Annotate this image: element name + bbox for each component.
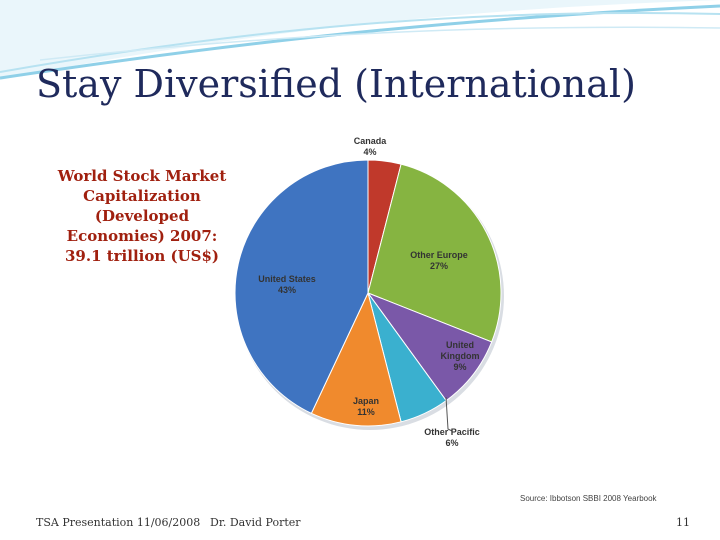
pie-slice-japan	[310, 291, 402, 427]
slice-label-other-pacific: Other Pacific 6%	[424, 427, 480, 448]
slice-label-japan: Japan 11%	[353, 396, 379, 417]
slice-label-united-kingdom: United Kingdom 9%	[441, 340, 480, 372]
page-number: 11	[676, 516, 690, 529]
slice-label-united-states: United States 43%	[258, 274, 316, 295]
pie-slice-united-states	[234, 159, 369, 415]
slice-label-canada: Canada 4%	[354, 136, 388, 157]
leader-line-other-pacific	[445, 396, 453, 432]
header-swoosh	[0, 0, 720, 80]
footer-presenter: Dr. David Porter	[210, 516, 301, 529]
footer-presentation: TSA Presentation 11/06/2008	[36, 516, 201, 529]
slice-label-other-europe: Other Europe 27%	[410, 250, 468, 271]
chart-caption: World Stock Market Capitalization (Devel…	[57, 167, 227, 265]
pie-slice-other-europe	[367, 163, 502, 343]
slide-title: Stay Diversified (International)	[36, 62, 636, 106]
pie-chart: Canada 4% Other Europe 27% United Kingdom 9% Ot…	[234, 136, 504, 448]
source-note: Source: Ibbotson SBBI 2008 Yearbook	[520, 494, 657, 503]
